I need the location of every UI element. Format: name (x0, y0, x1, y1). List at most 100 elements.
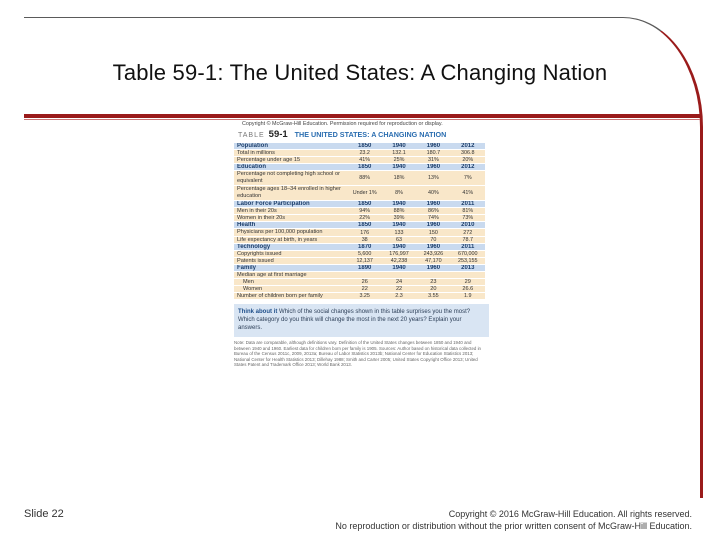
cell-value: 133 (381, 228, 417, 237)
cell-value: 2012 (450, 143, 485, 150)
row-label: Life expectancy at birth, in years (234, 236, 348, 244)
title-rule (24, 114, 700, 118)
row-label: Patents issued (234, 257, 348, 265)
table-row: Women in their 20s 22% 39% 74% 73% (234, 214, 485, 222)
cell-value (347, 271, 382, 279)
cell-value: 670,000 (450, 250, 485, 258)
cell-value: 63 (381, 236, 417, 244)
table-heading: TABLE 59-1 THE UNITED STATES: A CHANGING… (238, 129, 487, 140)
cell-value: 42,238 (381, 257, 417, 265)
slide-title: Table 59-1: The United States: A Changin… (112, 60, 608, 85)
cell-value: 1960 (416, 264, 451, 272)
table-row: Total in millions 23.2 132.1 180.7 306.8 (234, 149, 485, 157)
cell-value: 41% (450, 185, 485, 201)
row-label: Total in millions (234, 149, 348, 157)
cell-value: 176 (347, 228, 382, 237)
row-label: Population (234, 143, 348, 150)
cell-value: 41% (347, 156, 382, 164)
cell-value: 2010 (450, 221, 485, 229)
cell-value: 1.9 (450, 292, 485, 300)
table-number: 59-1 (268, 129, 288, 140)
think-label: Think about it (238, 309, 278, 315)
row-label: Education (234, 163, 348, 171)
cell-value: 2012 (450, 163, 485, 171)
row-label: Men (234, 278, 348, 286)
cell-value: 1870 (347, 243, 382, 251)
table-section-header: Labor Force Participation 1850 1940 1960 201… (234, 200, 485, 208)
footer-line-1: Copyright © 2016 McGraw-Hill Education. … (448, 509, 692, 519)
cell-value: 47,170 (416, 257, 451, 265)
row-label: Men in their 20s (234, 207, 348, 215)
table-row: Median age at first marriage (234, 271, 485, 279)
cell-value: 1850 (347, 221, 382, 229)
cell-value: 306.8 (450, 149, 485, 157)
footer-line-2: No reproduction or distribution without … (335, 521, 692, 531)
cell-value: 1940 (381, 264, 417, 272)
cell-value: 243,926 (416, 250, 451, 258)
think-about-it-box: Think about it Which of the social chang… (234, 304, 489, 337)
cell-value: 78.7 (450, 236, 485, 244)
cell-value: 176,997 (381, 250, 417, 258)
table-section-header: Population 1850 1940 1960 2012 (234, 143, 485, 150)
cell-value: 1960 (416, 243, 451, 251)
cell-value: 88% (381, 207, 417, 215)
cell-value: 70 (416, 236, 451, 244)
table-row: Copyrights issued 5,600 176,997 243,926 670,… (234, 250, 485, 258)
cell-value: 1850 (347, 200, 382, 208)
cell-value: 1850 (347, 143, 382, 150)
table-section-header: Technology 1870 1940 1960 2011 (234, 243, 485, 251)
cell-value: 74% (416, 214, 451, 222)
cell-value: 253,155 (450, 257, 485, 265)
row-label: Health (234, 221, 348, 229)
table-label: TABLE (238, 132, 265, 139)
cell-value: 2013 (450, 264, 485, 272)
cell-value: Under 1% (347, 185, 382, 201)
cell-value: 1850 (347, 163, 382, 171)
row-label: Physicians per 100,000 population (234, 228, 348, 237)
table-title: THE UNITED STATES: A CHANGING NATION (294, 130, 447, 139)
cell-value: 1940 (381, 200, 417, 208)
table-row: Physicians per 100,000 population 176 133 1… (234, 228, 485, 237)
cell-value: 38 (347, 236, 382, 244)
think-text: Which of the social changes shown in thi… (238, 309, 471, 331)
cell-value: 5,600 (347, 250, 382, 258)
row-label: Median age at first marriage (234, 271, 348, 279)
cell-value: 1960 (416, 221, 451, 229)
row-label: Family (234, 264, 348, 272)
table-notes: Note: Data are comparable, although defi… (234, 340, 482, 368)
table-row: Number of children born per family 3.25 2.… (234, 292, 485, 300)
copyright-note: Copyright © McGraw-Hill Education. Permi… (242, 121, 443, 127)
cell-value: 26 (347, 278, 382, 286)
cell-value: 8% (381, 185, 417, 201)
cell-value: 3.55 (416, 292, 451, 300)
row-label: Percentage ages 18–34 enrolled in higher… (234, 185, 348, 201)
cell-value: 31% (416, 156, 451, 164)
row-label: Women in their 20s (234, 214, 348, 222)
row-label: Percentage not completing high school or… (234, 170, 348, 186)
cell-value: 25% (381, 156, 417, 164)
cell-value: 23.2 (347, 149, 382, 157)
copyright-footer: Copyright © 2016 McGraw-Hill Education. … (335, 508, 692, 532)
cell-value: 1960 (416, 143, 451, 150)
cell-value: 1960 (416, 163, 451, 171)
row-label: Women (234, 285, 348, 293)
table-section-header: Family 1890 1940 1960 2013 (234, 264, 485, 272)
table-row: Men 26 24 23 29 (234, 278, 485, 286)
table-row: Percentage under age 15 41% 25% 31% 20% (234, 156, 485, 164)
cell-value: 86% (416, 207, 451, 215)
cell-value (381, 271, 417, 279)
cell-value: 22 (347, 285, 382, 293)
cell-value: 2.3 (381, 292, 417, 300)
cell-value: 7% (450, 170, 485, 186)
cell-value: 150 (416, 228, 451, 237)
table-section-header: Education 1850 1940 1960 2012 (234, 163, 485, 171)
table-row: Life expectancy at birth, in years 38 63 70… (234, 236, 485, 244)
cell-value: 20% (450, 156, 485, 164)
cell-value: 26.6 (450, 285, 485, 293)
data-table: Population 1850 1940 1960 2012 Total in milli… (234, 143, 485, 300)
cell-value: 81% (450, 207, 485, 215)
cell-value: 1890 (347, 264, 382, 272)
cell-value: 94% (347, 207, 382, 215)
row-label: Number of children born per family (234, 292, 348, 300)
title-rule-thin (24, 119, 700, 120)
